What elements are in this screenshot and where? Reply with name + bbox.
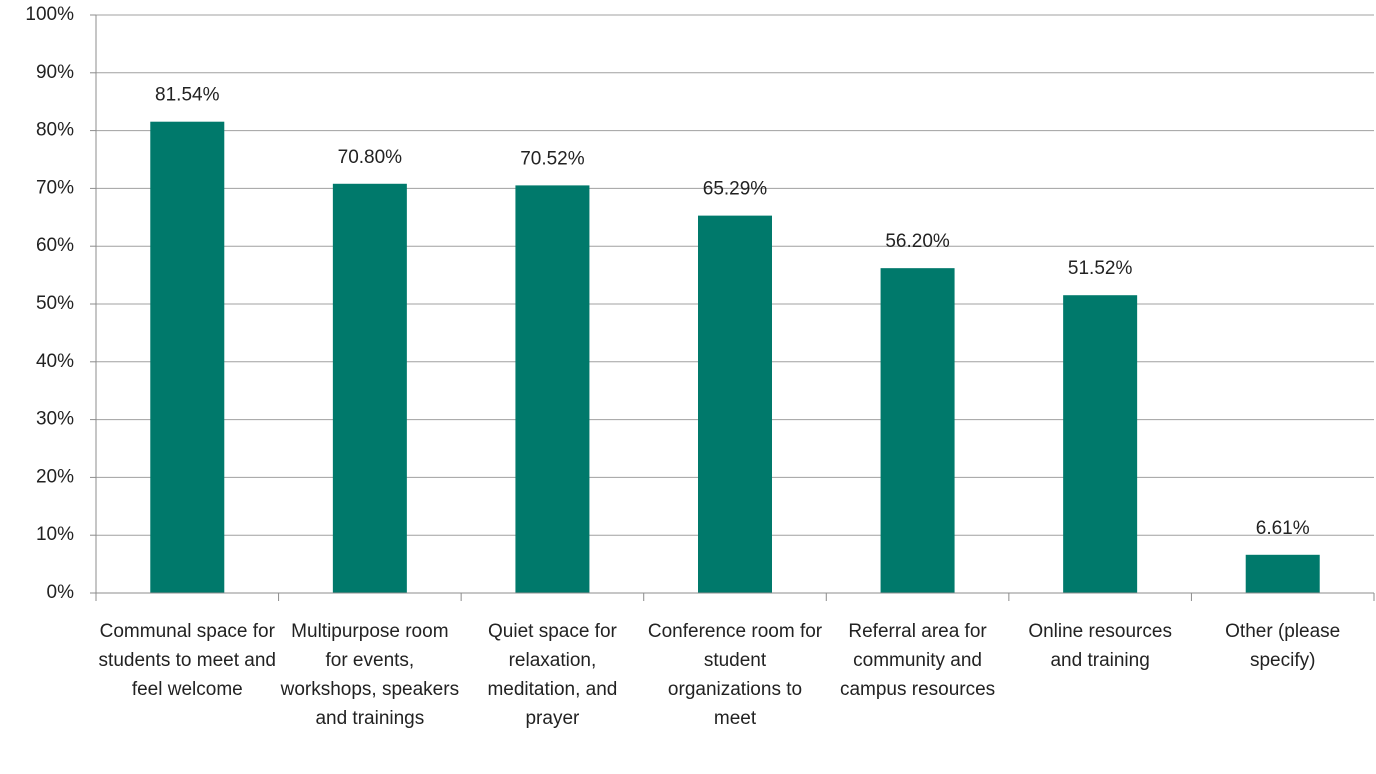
bar: [880, 268, 955, 593]
bar: [150, 121, 225, 594]
y-tick-label: 0%: [47, 582, 75, 603]
bar: [1063, 295, 1138, 593]
y-tick-label: 60%: [36, 235, 74, 256]
y-tick-label: 100%: [25, 4, 74, 25]
y-tick-label: 20%: [36, 466, 74, 487]
data-label: 56.20%: [885, 231, 950, 252]
bar: [698, 215, 772, 594]
bar: [1245, 554, 1320, 593]
y-tick-label: 80%: [36, 120, 74, 141]
y-tick-label: 50%: [36, 293, 74, 314]
y-tick-label: 30%: [36, 409, 74, 430]
x-tick-label: Conference room for student organizations …: [648, 621, 823, 729]
x-tick-label: Online resources and training: [1028, 621, 1172, 671]
x-tick-label: Other (please specify): [1225, 621, 1340, 671]
x-tick-label: Referral area for community and campus res…: [840, 621, 995, 700]
bar: [515, 185, 590, 593]
data-label: 70.80%: [338, 147, 403, 168]
data-label: 70.52%: [520, 148, 585, 169]
data-label: 65.29%: [703, 179, 768, 200]
bar: [332, 183, 407, 593]
data-label: 81.54%: [155, 85, 220, 106]
y-tick-label: 70%: [36, 177, 74, 198]
data-label: 6.61%: [1256, 518, 1310, 539]
data-label: 51.52%: [1068, 258, 1133, 279]
x-tick-label: Quiet space for relaxation, meditation, an…: [487, 621, 617, 729]
x-tick-label: Multipurpose room for events, workshops, s…: [280, 621, 459, 729]
x-tick-label: Communal space for students to meet and fe…: [99, 621, 276, 700]
y-tick-label: 90%: [36, 62, 74, 83]
y-tick-label: 40%: [36, 351, 74, 372]
y-tick-label: 10%: [36, 524, 74, 545]
